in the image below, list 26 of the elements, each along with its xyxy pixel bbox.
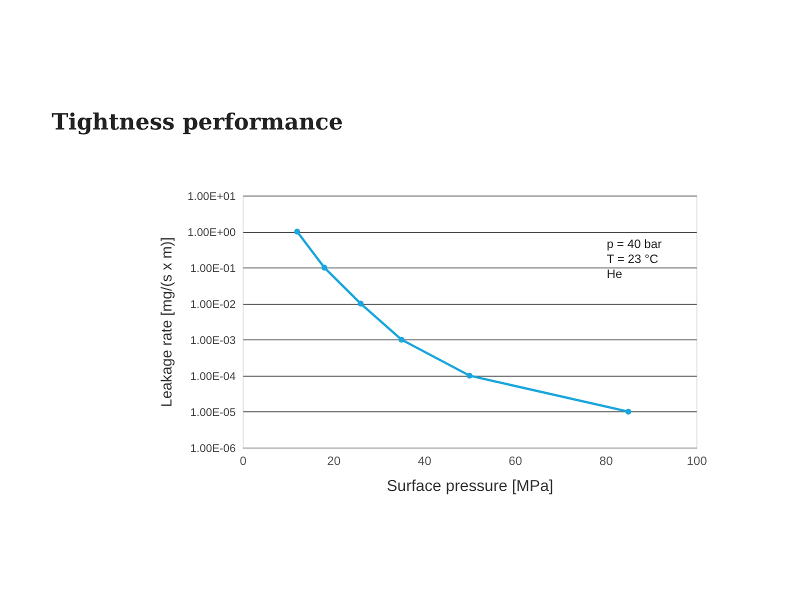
x-tick-label: 60 (508, 454, 522, 468)
y-tick-label: 1.00E+01 (187, 190, 236, 203)
annotation: p = 40 bar (606, 236, 662, 251)
point (358, 300, 364, 307)
y-tick-label: 1.00E-03 (190, 334, 236, 347)
y-tick-label: 1.00E-02 (190, 298, 236, 311)
y-tick-label: 1.00E+00 (187, 226, 236, 239)
x-tick-label: 0 (240, 454, 247, 468)
point (398, 336, 404, 343)
annotation: He (606, 266, 623, 281)
x-axis-title: Surface pressure [MPa] (386, 478, 554, 496)
point (625, 408, 632, 415)
point (294, 228, 300, 235)
y-tick-label: 1.00E-05 (190, 406, 236, 419)
x-tick-label: 20 (327, 454, 341, 468)
x-tick-label: 100 (686, 454, 708, 468)
point (466, 372, 472, 379)
x-tick-label: 40 (418, 454, 432, 468)
y-axis-title: Leakage rate [mg/(s x m)] (158, 237, 176, 408)
y-tick-label: 1.00E-04 (190, 370, 236, 383)
point (321, 264, 328, 271)
y-tick-label: 1.00E-01 (190, 262, 236, 275)
x-tick-label: 80 (599, 454, 614, 468)
y-tick-label: 1.00E-06 (190, 442, 236, 455)
annotation: T = 23 °C (606, 252, 658, 266)
chart-title: Tightness performance (52, 109, 344, 136)
